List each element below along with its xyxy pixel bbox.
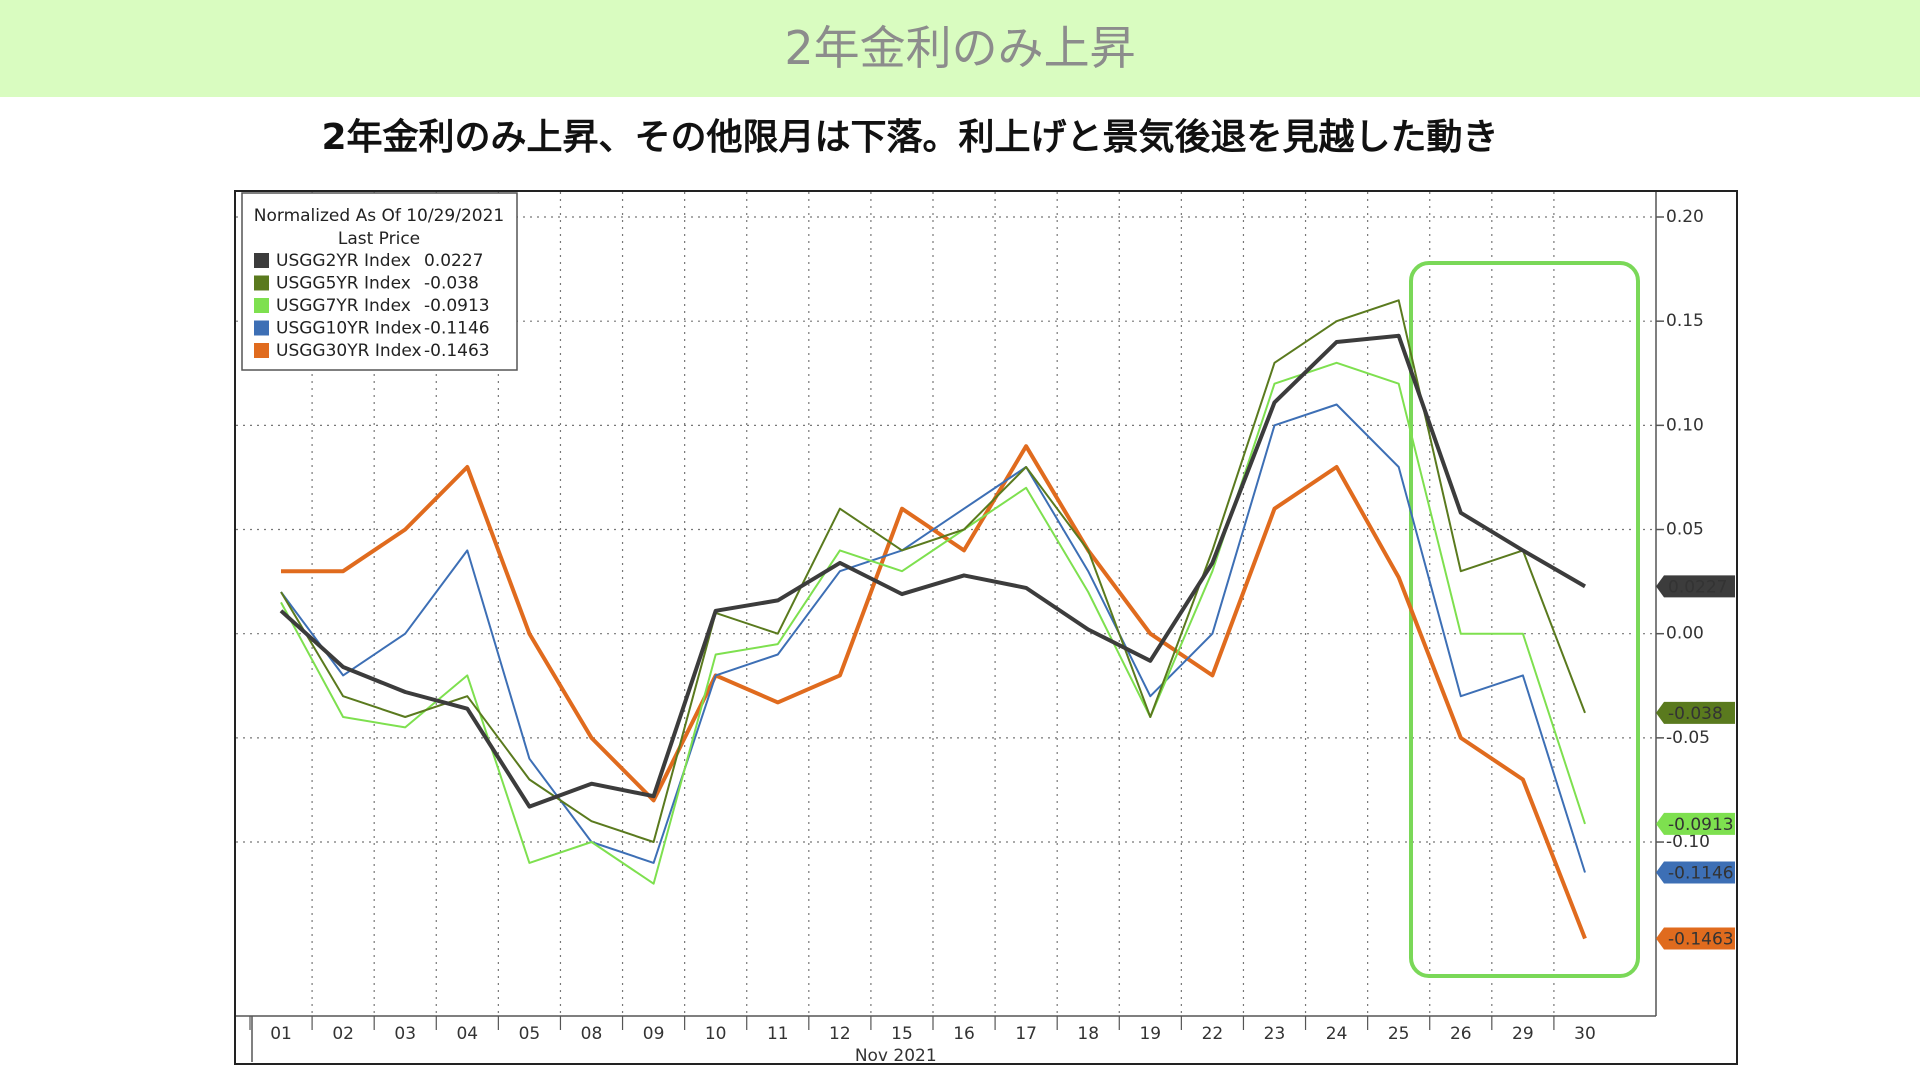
x-axis-label: Nov 2021: [855, 1046, 937, 1066]
legend-name: USGG2YR Index: [276, 251, 411, 271]
last-value-label: -0.038: [1668, 704, 1723, 724]
x-tick-label: 05: [519, 1024, 541, 1044]
series-line: [279, 333, 1587, 809]
x-tick-label: 09: [643, 1024, 665, 1044]
legend-name: USGG30YR Index: [276, 341, 422, 361]
x-tick-label: 22: [1202, 1024, 1224, 1044]
x-tick-label: 19: [1139, 1024, 1161, 1044]
last-value-label: 0.0227: [1668, 577, 1727, 597]
y-tick-label: 0.15: [1666, 311, 1704, 331]
header-band: 2年金利のみ上昇: [0, 0, 1920, 97]
x-tick-label: 25: [1388, 1024, 1410, 1044]
y-tick-label: -0.05: [1666, 728, 1710, 748]
x-tick-label: 18: [1077, 1024, 1099, 1044]
y-tick-label: 0.10: [1666, 415, 1704, 435]
x-tick-label: 24: [1326, 1024, 1348, 1044]
legend-subtitle: Last Price: [338, 229, 420, 249]
legend-value: -0.1146: [424, 319, 490, 339]
series-line: [280, 403, 1586, 873]
last-value-tag: [1656, 861, 1735, 884]
series-line: [280, 361, 1586, 885]
series-line: [280, 299, 1586, 843]
y-tick-label: 0.05: [1666, 520, 1704, 540]
x-tick-label: 08: [581, 1024, 603, 1044]
x-tick-label: 23: [1264, 1024, 1286, 1044]
legend-box: [241, 192, 518, 371]
header-title: 2年金利のみ上昇: [784, 21, 1136, 75]
x-tick-label: 30: [1574, 1024, 1596, 1044]
x-tick-label: 01: [270, 1024, 292, 1044]
last-value-tag: [1656, 575, 1735, 598]
x-tick-label: 10: [705, 1024, 727, 1044]
last-value-tag: [1656, 927, 1735, 950]
legend-swatch: [254, 320, 269, 336]
y-tick-label: -0.10: [1666, 832, 1710, 852]
last-value-label: -0.0913: [1668, 815, 1734, 835]
legend-swatch: [254, 298, 269, 313]
x-tick-label: 26: [1450, 1024, 1472, 1044]
last-value-tag: [1656, 812, 1735, 835]
subtitle: 2年金利のみ上昇、その他限月は下落。利上げと景気後退を見越した動き: [321, 117, 1499, 158]
x-tick-label: 03: [394, 1024, 416, 1044]
x-tick-label: 11: [767, 1024, 789, 1044]
legend-name: USGG5YR Index: [276, 274, 411, 294]
legend-swatch: [254, 343, 269, 358]
legend-value: -0.038: [424, 274, 479, 294]
highlight-box: [1409, 261, 1640, 978]
x-tick-label: 04: [456, 1024, 478, 1044]
legend-name: USGG10YR Index: [276, 319, 422, 339]
legend-value: 0.0227: [424, 251, 483, 271]
y-tick-label: 0.20: [1666, 207, 1704, 227]
legend-swatch: [254, 253, 269, 268]
legend-value: -0.1463: [424, 341, 490, 361]
legend-value: -0.0913: [424, 296, 490, 316]
legend-title: Normalized As Of 10/29/2021: [254, 206, 504, 226]
legend-swatch: [254, 275, 269, 291]
x-tick-label: 15: [891, 1024, 913, 1044]
legend-name: USGG7YR Index: [276, 296, 411, 316]
x-tick-label: 02: [332, 1024, 354, 1044]
x-tick-label: 12: [829, 1024, 851, 1044]
x-tick-label: 29: [1512, 1024, 1534, 1044]
y-tick-label: 0.00: [1666, 624, 1704, 644]
last-value-label: -0.1146: [1668, 863, 1734, 883]
last-value-tag: [1656, 701, 1735, 724]
x-tick-label: 17: [1015, 1024, 1037, 1044]
last-value-label: -0.1463: [1668, 929, 1734, 949]
x-tick-label: 16: [953, 1024, 975, 1044]
